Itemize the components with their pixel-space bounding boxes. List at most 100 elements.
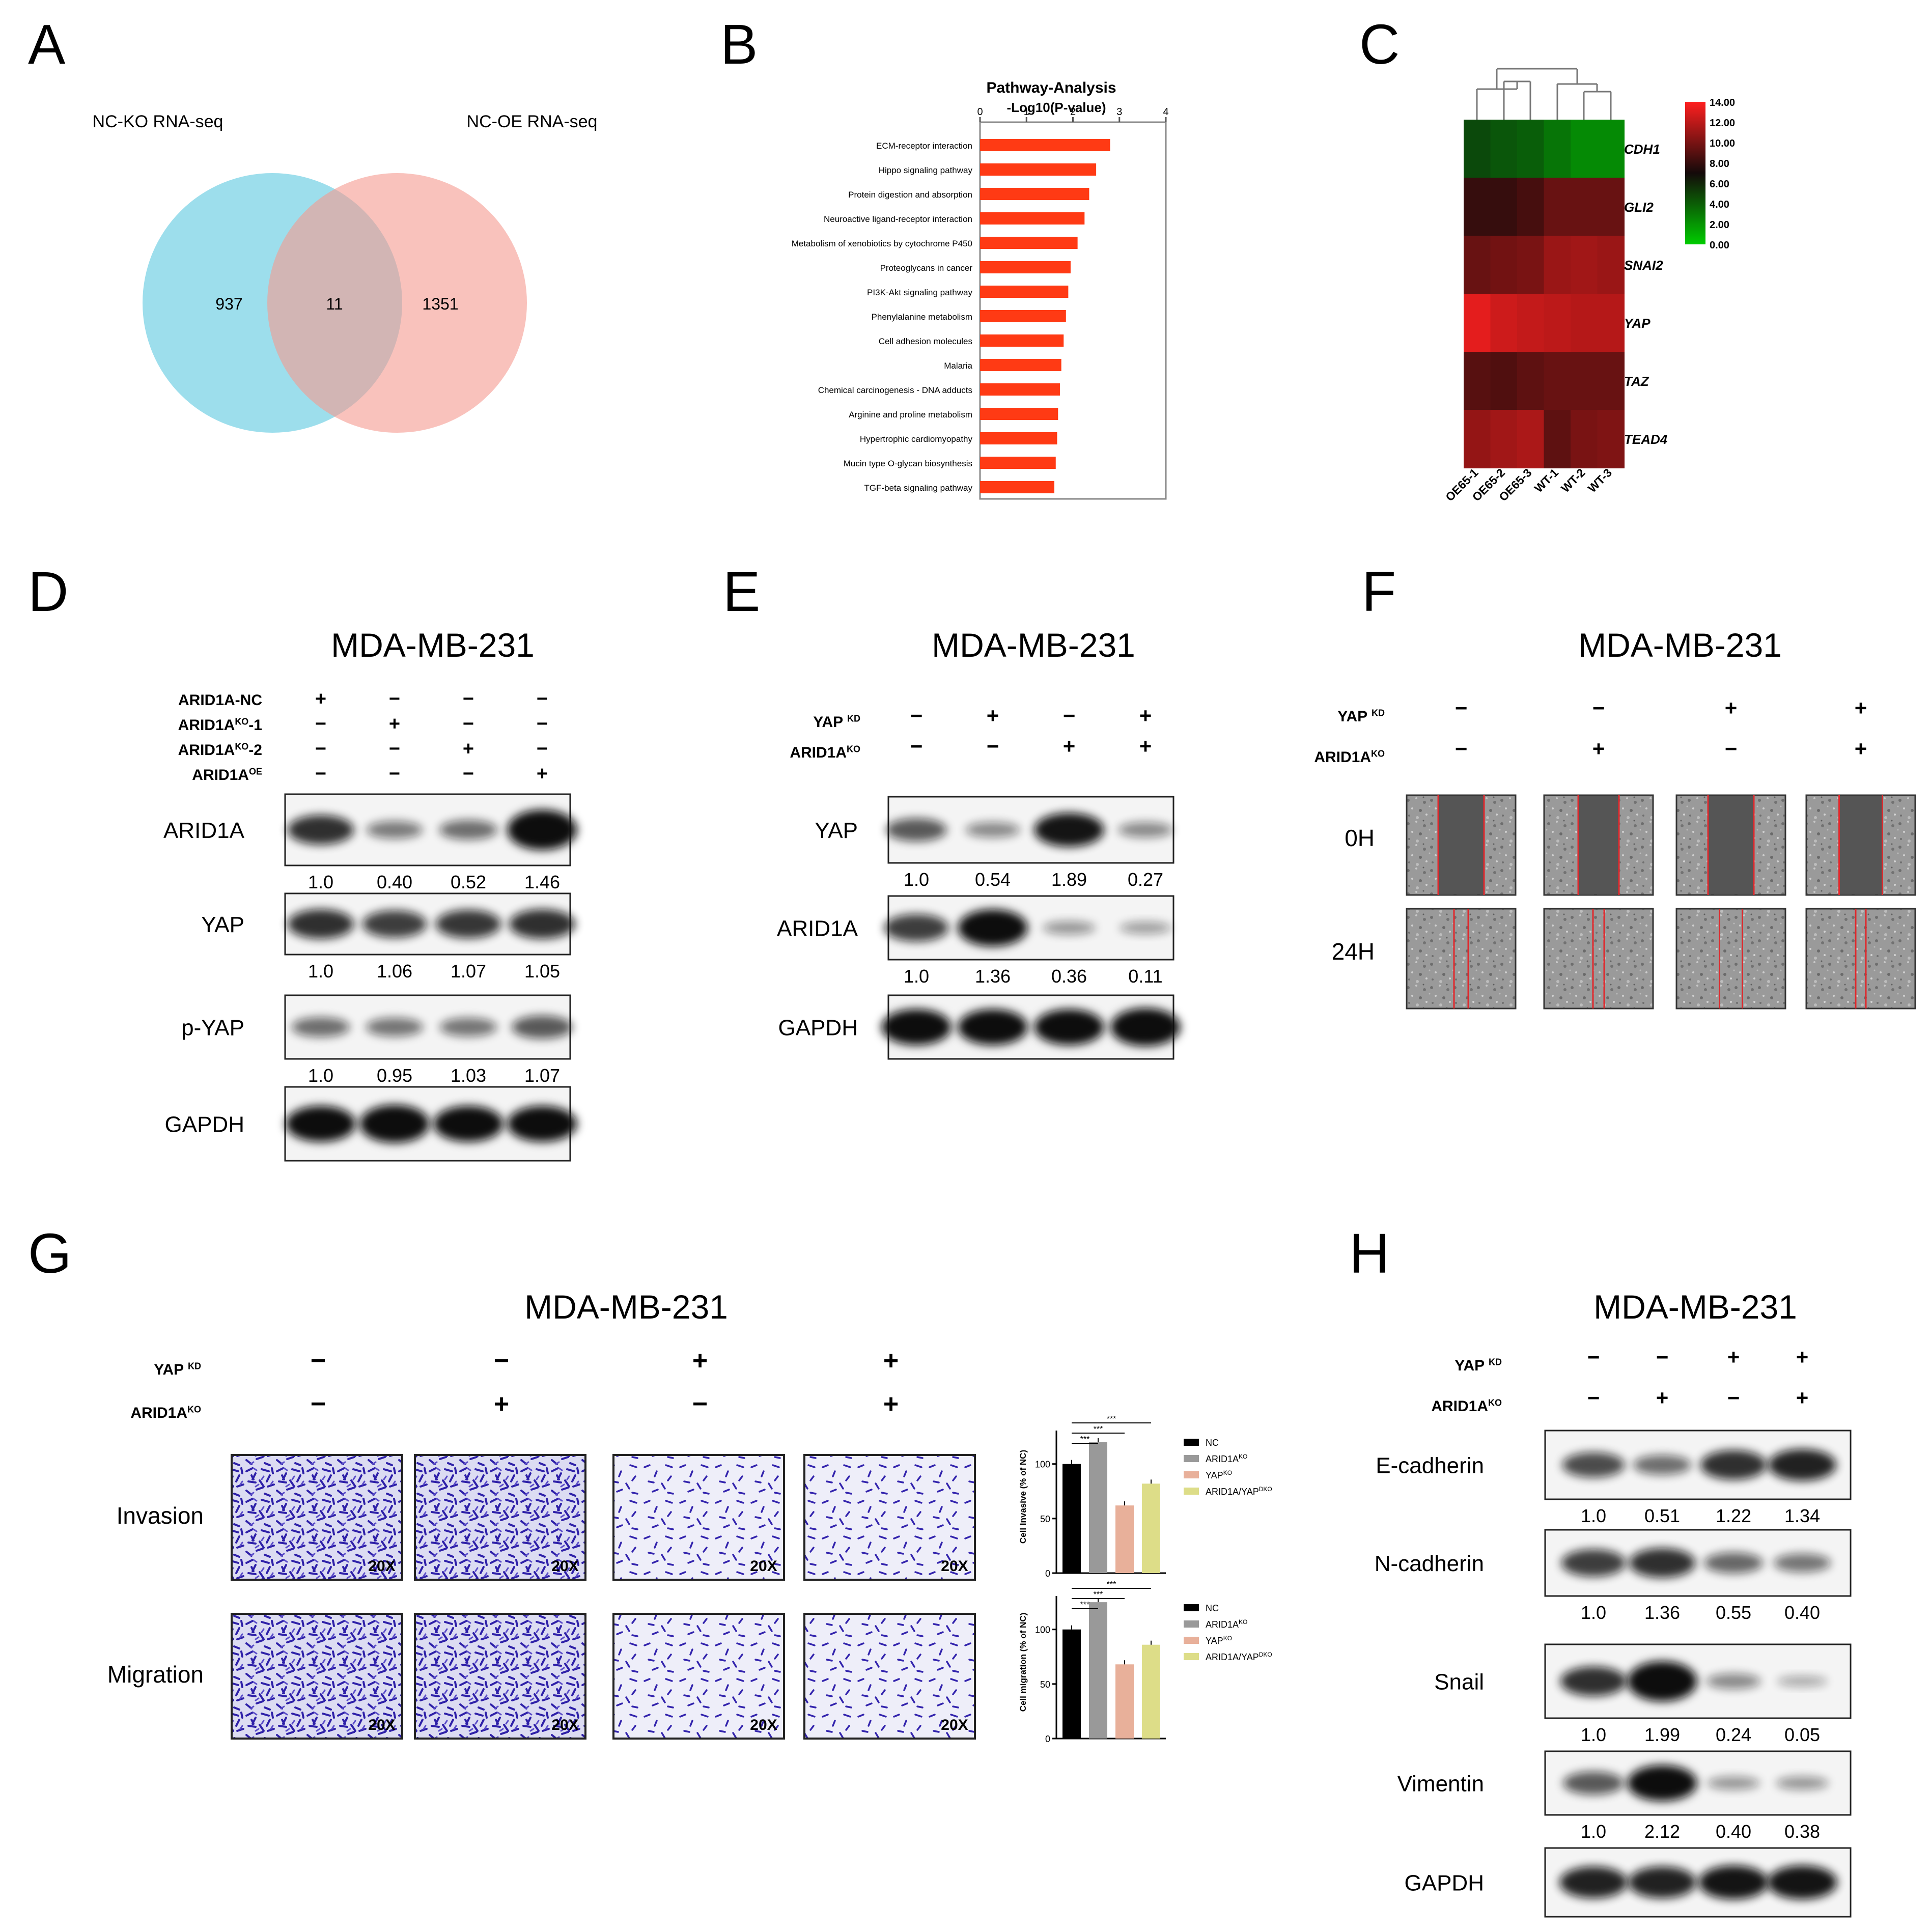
heatmap-legend-tick: 4.00 (1710, 199, 1729, 210)
heatmap-gene-label: TAZ (1624, 374, 1649, 389)
panel-g-sign: − (494, 1346, 509, 1376)
panel-e-blot-band (1118, 822, 1173, 838)
pathway-category-label: Neuroactive ligand-receptor interaction (824, 214, 972, 224)
pathway-title: Pathway-Analysis (986, 79, 1116, 96)
mini-chart-bar (1089, 1602, 1107, 1739)
panel-d-condition-label: ARID1AOE (192, 767, 262, 784)
heatmap-gene-label: TEAD4 (1624, 432, 1668, 447)
mini-chart-bar (1142, 1483, 1160, 1573)
panel-h-quant: 0.38 (1784, 1821, 1820, 1842)
panel-d-quant: 1.06 (377, 961, 412, 982)
panel-e-blot-band (1120, 921, 1171, 934)
panel-e-sign: + (987, 704, 999, 727)
significance-stars: *** (1107, 1580, 1116, 1589)
panel-f-condition-label: ARID1AKO (1314, 749, 1385, 766)
heatmap-column-label: WT-3 (1585, 466, 1614, 495)
panel-f-sign: − (1725, 737, 1738, 761)
panel-g-sign: + (494, 1389, 509, 1419)
heatmap-cell (1517, 178, 1545, 236)
pathway-category-label: Hypertrophic cardiomyopathy (860, 434, 973, 444)
panel-e-quant: 1.0 (904, 966, 929, 987)
panel-h-quant: 0.40 (1784, 1602, 1820, 1623)
panel-h-blot-band (1707, 1776, 1760, 1790)
panel-h-blot-band (1698, 1865, 1769, 1899)
heatmap-legend-tick: 2.00 (1710, 219, 1729, 231)
mini-chart-legend-label: NC (1206, 1438, 1219, 1448)
wound-gap (1578, 796, 1619, 894)
panel-d-blot-band (509, 909, 575, 939)
magnification-label: 20X (551, 1717, 578, 1733)
pathway-bar (980, 310, 1066, 322)
panel-d-quant: 0.52 (451, 872, 486, 892)
heatmap-gene-label: CDH1 (1624, 142, 1660, 157)
pathway-xlabel: -Log10(P-value) (1006, 100, 1106, 115)
panel-f-row-label: 24H (1332, 938, 1375, 965)
heatmap-cell (1464, 120, 1491, 178)
heatmap-cell (1490, 352, 1518, 410)
heatmap-cell (1517, 352, 1545, 410)
panel-e-blot-band (1110, 1008, 1181, 1046)
pathway-category-label: Proteoglycans in cancer (880, 263, 973, 273)
panel-letter-d: D (28, 561, 68, 623)
pathway-category-label: ECM-receptor interaction (876, 141, 972, 151)
panel-letter-a: A (28, 13, 66, 76)
panel-h-quant: 0.55 (1716, 1602, 1751, 1623)
magnification-label: 20X (368, 1717, 395, 1733)
panel-g-cell-line: MDA-MB-231 (524, 1288, 728, 1326)
magnification-label: 20X (551, 1558, 578, 1575)
pathway-bar (980, 383, 1060, 396)
pathway-category-label: Metabolism of xenobiotics by cytochrome … (792, 239, 972, 248)
pathway-category-label: Phenylalanine metabolism (872, 312, 972, 322)
panel-h-sign: − (1587, 1345, 1600, 1369)
significance-stars: *** (1094, 1425, 1103, 1434)
panel-h-blot-band (1560, 1666, 1627, 1696)
heatmap-cell (1490, 178, 1518, 236)
panel-d-sign: + (389, 713, 400, 735)
pathway-tick-label: 4 (1163, 106, 1168, 118)
venn-right-only-count: 1351 (422, 295, 458, 313)
panel-d-blot-band (366, 1018, 424, 1037)
heatmap-cell (1544, 120, 1571, 178)
wound-gap (1438, 796, 1484, 894)
panel-d-quant: 1.0 (308, 872, 333, 892)
significance-stars: *** (1107, 1415, 1116, 1423)
panel-d-blot-band (286, 1106, 356, 1142)
heatmap-legend-tick: 10.00 (1710, 138, 1735, 149)
panel-h-blot-band (1776, 1776, 1829, 1790)
panel-h-quant: 1.0 (1581, 1505, 1606, 1526)
panel-f-sign: + (1855, 737, 1867, 761)
transwell-image (414, 1613, 586, 1740)
panel-e-quant: 1.0 (904, 869, 929, 890)
heatmap-cell (1544, 294, 1571, 352)
panel-h-blot-band (1773, 1553, 1831, 1573)
panel-g-sign: − (311, 1389, 326, 1419)
heatmap-gene-label: YAP (1624, 316, 1651, 331)
panel-h-blot-label: N-cadherin (1375, 1551, 1484, 1576)
panel-e-sign: + (1063, 734, 1076, 758)
mini-chart-bar (1062, 1629, 1081, 1739)
panel-h-blot-band (1559, 1866, 1628, 1898)
panel-h-blot-band (1777, 1675, 1828, 1687)
panel-h-cell-line: MDA-MB-231 (1593, 1288, 1797, 1326)
pathway-bar (980, 408, 1058, 420)
panel-letter-e: E (723, 561, 760, 623)
panel-h-quant: 1.99 (1644, 1724, 1680, 1745)
panel-e-condition-label: YAP KD (813, 714, 860, 731)
panel-d-blot-band (359, 1105, 430, 1143)
panel-h-quant: 0.24 (1716, 1724, 1751, 1745)
mini-chart-legend-label: YAPKO (1206, 1635, 1232, 1646)
panel-letter-f: F (1362, 561, 1396, 623)
pathway-category-label: Cell adhesion molecules (879, 337, 972, 346)
panel-h-blot-label: Vimentin (1397, 1772, 1484, 1797)
panel-e-quant: 0.36 (1051, 966, 1087, 987)
heatmap-legend-tick: 6.00 (1710, 179, 1729, 190)
transwell-image (414, 1454, 586, 1581)
pathway-category-label: Protein digestion and absorption (848, 190, 972, 200)
pathway-bar (980, 261, 1071, 273)
panel-d-condition-label: ARID1AKO-2 (178, 742, 262, 759)
panel-d-sign: + (315, 688, 326, 710)
panel-e-blot-band (1034, 813, 1104, 847)
panel-e-blot-band (1034, 1009, 1104, 1045)
